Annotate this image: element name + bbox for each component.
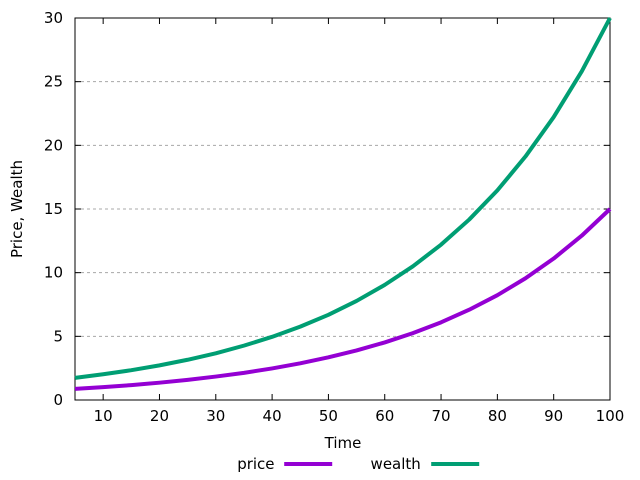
y-tick-label: 5 bbox=[53, 327, 63, 345]
y-tick-label: 15 bbox=[44, 200, 63, 218]
wealth-curve bbox=[74, 17, 612, 380]
legend-item-wealth: wealth bbox=[371, 455, 479, 473]
legend-line-swatch bbox=[430, 462, 479, 466]
y-tick-label: 20 bbox=[44, 136, 63, 154]
legend: price wealth bbox=[237, 455, 479, 473]
x-tick-label: 30 bbox=[206, 407, 225, 425]
legend-label: price bbox=[237, 455, 275, 473]
y-tick-label: 25 bbox=[44, 73, 63, 91]
price-curve bbox=[74, 207, 612, 391]
legend-line-swatch bbox=[284, 462, 333, 466]
x-tick-label: 100 bbox=[596, 407, 625, 425]
x-tick-label: 40 bbox=[263, 407, 282, 425]
x-tick-label: 20 bbox=[150, 407, 169, 425]
y-tick-label: 0 bbox=[53, 391, 63, 409]
legend-item-price: price bbox=[237, 455, 333, 473]
x-tick-label: 10 bbox=[94, 407, 113, 425]
y-tick-label: 10 bbox=[44, 264, 63, 282]
x-tick-label: 60 bbox=[375, 407, 394, 425]
x-tick-label: 80 bbox=[488, 407, 507, 425]
x-axis-title: Time bbox=[324, 434, 362, 452]
legend-label: wealth bbox=[370, 455, 421, 473]
y-tick-label: 30 bbox=[44, 9, 63, 27]
x-tick-label: 90 bbox=[544, 407, 563, 425]
x-tick-label: 70 bbox=[432, 407, 451, 425]
x-tick-label: 50 bbox=[319, 407, 338, 425]
y-axis-title: Price, Wealth bbox=[8, 159, 26, 259]
